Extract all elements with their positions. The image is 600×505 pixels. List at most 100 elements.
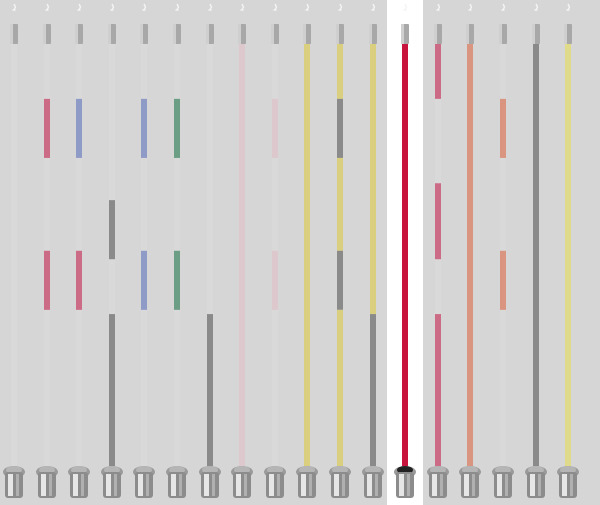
rod-segment-1: [369, 44, 376, 315]
rod-graphic: [394, 3, 417, 498]
rod-4[interactable]: [98, 0, 126, 505]
rod-segment-1: [337, 44, 343, 99]
bottom-cup: [396, 472, 415, 498]
hook-icon: [12, 3, 17, 11]
top-cap-highlight: [270, 24, 274, 44]
rod-6[interactable]: [163, 0, 191, 505]
top-cap-highlight: [401, 24, 405, 44]
rod-18[interactable]: [554, 0, 582, 505]
bottom-cup-shade: [407, 474, 411, 496]
rod-5[interactable]: [130, 0, 158, 505]
rod-graphic: [198, 3, 221, 498]
hook-icon: [175, 3, 180, 11]
bottom-cup-shade: [81, 474, 85, 496]
top-cap-highlight: [499, 24, 502, 44]
rod-graphic: [35, 3, 58, 498]
rod-9[interactable]: [261, 0, 289, 505]
bottom-cup-shade: [472, 474, 476, 496]
rod-12[interactable]: [359, 0, 387, 505]
bottom-cup-shine: [301, 474, 307, 496]
rod-segment-1: [467, 44, 474, 466]
top-cap-highlight: [205, 24, 209, 44]
bottom-cup: [559, 472, 578, 498]
rod-2[interactable]: [33, 0, 61, 505]
bottom-cup-shine: [40, 474, 46, 496]
top-cap-highlight: [107, 24, 111, 44]
rod-11[interactable]: [326, 0, 354, 505]
rod-graphic: [459, 3, 482, 498]
rod-13[interactable]: [387, 0, 424, 505]
rod-segment-2: [108, 314, 115, 466]
top-cap-highlight: [140, 24, 144, 44]
rod-16[interactable]: [489, 0, 517, 505]
hook-icon: [371, 3, 375, 11]
bottom-cup: [331, 472, 349, 498]
bottom-cup-shade: [48, 474, 52, 496]
top-cap-highlight: [303, 24, 307, 44]
rod-segment-1: [271, 98, 278, 158]
bottom-cup-shade: [439, 474, 443, 496]
rod-graphic: [492, 3, 514, 498]
top-cap-highlight: [466, 24, 470, 44]
rod-15[interactable]: [456, 0, 484, 505]
bottom-cup-shade: [342, 474, 345, 496]
rod-segment-2: [500, 250, 506, 310]
bottom-cup-shine: [236, 474, 242, 496]
rod-segment-2: [434, 183, 441, 260]
rod-graphic: [524, 3, 547, 498]
bottom-cup-shine: [399, 474, 405, 496]
bottom-cup-shade: [309, 474, 313, 496]
bottom-cup-shine: [138, 474, 144, 496]
rod-14[interactable]: [424, 0, 452, 505]
rod-segment-3: [434, 314, 441, 466]
bottom-cup-shade: [276, 474, 280, 496]
hook-icon: [501, 3, 506, 11]
rod-segment-1: [304, 44, 311, 466]
rod-segment-3: [337, 157, 343, 251]
bottom-cup-shine: [171, 474, 176, 496]
rod-graphic: [231, 3, 254, 498]
bottom-cup-shine: [73, 474, 79, 496]
hook-icon: [436, 3, 441, 11]
rod-10[interactable]: [293, 0, 321, 505]
top-cap-highlight: [368, 24, 372, 44]
bottom-cup-shine: [464, 474, 470, 496]
rod-bar: [11, 44, 17, 466]
rod-1[interactable]: [0, 0, 28, 505]
rod-graphic: [263, 3, 286, 498]
rod-3[interactable]: [65, 0, 93, 505]
bottom-cup: [102, 472, 121, 498]
bottom-cup: [494, 472, 512, 498]
top-cap-highlight: [531, 24, 535, 44]
hook-icon: [468, 3, 473, 11]
top-cap-highlight: [433, 24, 437, 44]
rod-7[interactable]: [196, 0, 224, 505]
top-cap-highlight: [336, 24, 339, 44]
bottom-cup-shine: [8, 474, 13, 496]
hook-icon: [45, 3, 49, 11]
bottom-cup: [265, 472, 284, 498]
rod-segment-1: [206, 314, 213, 466]
rod-segment-1: [434, 44, 441, 99]
hook-icon: [566, 3, 571, 11]
bottom-cup-shine: [334, 474, 339, 496]
rod-graphic: [100, 3, 123, 498]
rod-segment-2: [369, 314, 376, 466]
bottom-cup-shade: [16, 474, 19, 496]
bottom-cup: [363, 472, 382, 498]
rod-segment-1: [532, 44, 539, 466]
rod-8[interactable]: [228, 0, 256, 505]
rod-segment-1: [174, 98, 180, 158]
rod-segment-4: [337, 250, 343, 310]
rod-bar: [206, 44, 213, 466]
bottom-cup-shade: [374, 474, 378, 496]
rod-graphic: [426, 3, 449, 498]
hook-icon: [305, 3, 310, 11]
rod-segment-1: [402, 44, 409, 466]
rod-17[interactable]: [522, 0, 550, 505]
top-cap-highlight: [10, 24, 13, 44]
hook-icon: [534, 3, 538, 11]
rod-segment-2: [271, 250, 278, 310]
rod-graphic: [3, 3, 25, 498]
